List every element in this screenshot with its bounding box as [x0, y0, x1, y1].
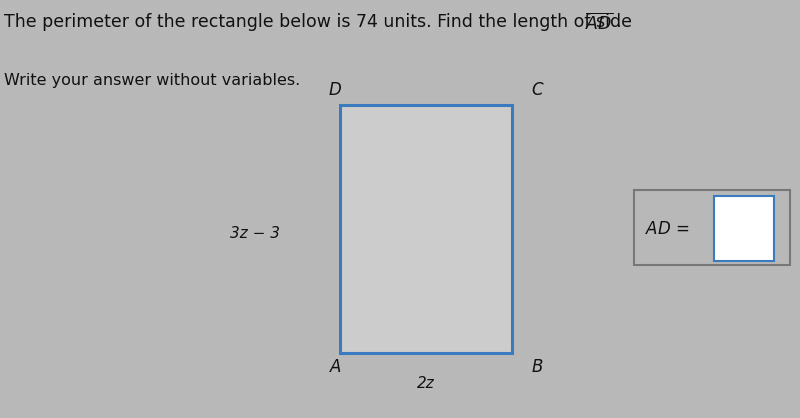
Text: A: A — [330, 358, 341, 376]
Text: D: D — [329, 82, 342, 99]
Text: Write your answer without variables.: Write your answer without variables. — [4, 73, 300, 88]
Text: $\overline{AD}$: $\overline{AD}$ — [585, 13, 613, 33]
FancyBboxPatch shape — [634, 190, 790, 265]
Text: .: . — [615, 13, 621, 31]
Text: B: B — [531, 358, 542, 376]
Text: $AD$ =: $AD$ = — [645, 219, 690, 238]
Text: 3z − 3: 3z − 3 — [230, 226, 280, 241]
Bar — [714, 196, 774, 261]
Bar — [340, 104, 512, 353]
Text: 2z: 2z — [417, 376, 435, 391]
Text: The perimeter of the rectangle below is 74 units. Find the length of side: The perimeter of the rectangle below is … — [4, 13, 638, 31]
Text: C: C — [531, 82, 543, 99]
